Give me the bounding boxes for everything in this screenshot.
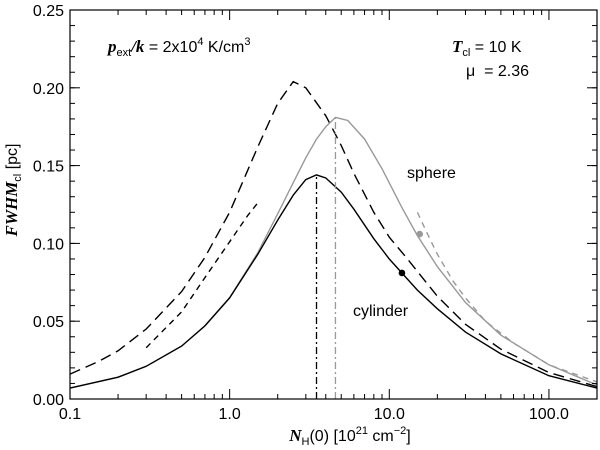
mu-annotation: μ = 2.36 (466, 63, 529, 80)
sphere-label: sphere (407, 165, 456, 182)
y-tick-label: 0.25 (33, 3, 64, 20)
x-tick-label: 1.0 (219, 406, 241, 423)
series-sphere-approx-grey-dashed (416, 212, 598, 383)
plot-area (69, 80, 598, 399)
series-dashed-black (69, 80, 598, 388)
point-cylinder-marker (398, 269, 406, 277)
point-sphere-marker (416, 230, 423, 238)
y-tick-label: 0.05 (33, 314, 64, 331)
series-sphere-grey (69, 116, 598, 389)
plot-frame (69, 9, 598, 400)
y-tick-label: 0.00 (33, 392, 64, 409)
tick-labels: 0.1 1.0 10.0 100.0 0.00 0.05 0.10 0.15 0.20 0.25 (33, 3, 569, 423)
series-cylinder-black (69, 174, 598, 389)
cylinder-label: cylinder (353, 303, 409, 320)
x-tick-label: 100.0 (529, 406, 569, 423)
y-tick-label: 0.10 (33, 236, 64, 253)
pressure-annotation: pext/k = 2x104 K/cm3 (106, 36, 251, 59)
x-axis-label: NH(0) [1021 cm−2] (288, 425, 411, 448)
y-tick-label: 0.20 (33, 81, 64, 98)
axis-ticks (69, 9, 598, 400)
y-tick-label: 0.15 (33, 159, 64, 176)
x-tick-label: 10.0 (374, 406, 405, 423)
temperature-annotation: Tcl = 10 K (452, 37, 522, 59)
x-tick-label: 0.1 (59, 406, 81, 423)
y-axis-label: FWHMcl [pc] (2, 144, 24, 238)
series-low-density-approx-black-dashed (145, 202, 259, 349)
